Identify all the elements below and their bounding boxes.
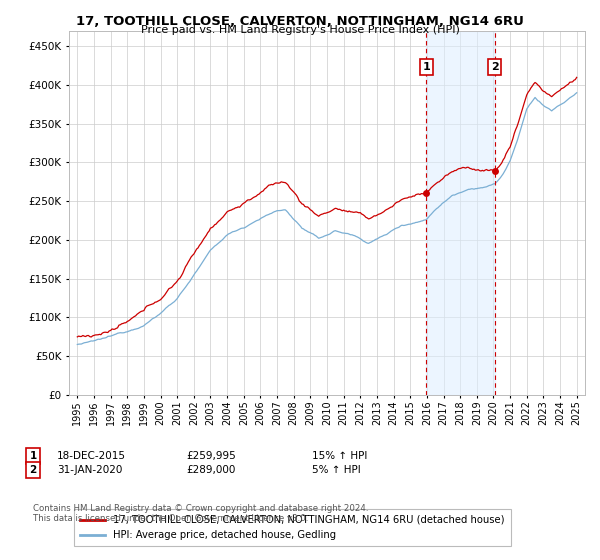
Text: 31-JAN-2020: 31-JAN-2020 — [57, 465, 122, 475]
Text: 1: 1 — [29, 451, 37, 461]
Text: £259,995: £259,995 — [186, 451, 236, 461]
Text: 15% ↑ HPI: 15% ↑ HPI — [312, 451, 367, 461]
Legend: 17, TOOTHILL CLOSE, CALVERTON, NOTTINGHAM, NG14 6RU (detached house), HPI: Avera: 17, TOOTHILL CLOSE, CALVERTON, NOTTINGHA… — [74, 509, 511, 546]
Text: 17, TOOTHILL CLOSE, CALVERTON, NOTTINGHAM, NG14 6RU: 17, TOOTHILL CLOSE, CALVERTON, NOTTINGHA… — [76, 15, 524, 27]
Text: 2: 2 — [491, 62, 499, 72]
Text: Contains HM Land Registry data © Crown copyright and database right 2024.
This d: Contains HM Land Registry data © Crown c… — [33, 504, 368, 524]
Text: 5% ↑ HPI: 5% ↑ HPI — [312, 465, 361, 475]
Text: £289,000: £289,000 — [186, 465, 235, 475]
Text: Price paid vs. HM Land Registry's House Price Index (HPI): Price paid vs. HM Land Registry's House … — [140, 25, 460, 35]
Text: 18-DEC-2015: 18-DEC-2015 — [57, 451, 126, 461]
Text: 1: 1 — [422, 62, 430, 72]
Text: 2: 2 — [29, 465, 37, 475]
